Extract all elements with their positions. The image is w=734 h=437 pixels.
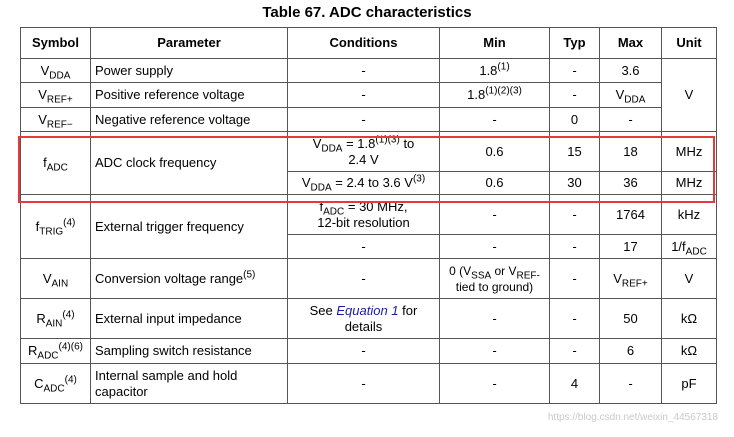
unit-cell: V — [661, 58, 717, 132]
conditions-cell: - — [287, 234, 440, 259]
header-typ: Typ — [549, 27, 600, 59]
typ-cell: - — [549, 234, 600, 259]
min-cell: - — [439, 107, 550, 132]
table-title: Table 67. ADC characteristics — [262, 4, 472, 21]
header-conditions: Conditions — [287, 27, 440, 59]
typ-cell: - — [549, 258, 600, 299]
max-cell: VDDA — [599, 82, 662, 108]
symbol-cell: VREF− — [20, 107, 91, 132]
header-parameter: Parameter — [90, 27, 288, 59]
table-row: RADC(4)(6) Sampling switch resistance - … — [20, 338, 717, 364]
symbol-cell: fTRIG(4) — [20, 194, 91, 259]
table-row: RAIN(4) External input impedance See Equ… — [20, 298, 717, 339]
typ-cell: - — [549, 298, 600, 339]
table-row: fTRIG(4) External trigger frequency fADC… — [20, 194, 717, 259]
table-row: VAIN Conversion voltage range(5) - 0 (VS… — [20, 258, 717, 299]
symbol-cell: VAIN — [20, 258, 91, 299]
parameter-cell: Positive reference voltage — [90, 82, 288, 108]
parameter-cell: Sampling switch resistance — [90, 338, 288, 364]
max-cell: - — [599, 107, 662, 132]
max-cell: 18 — [599, 131, 662, 172]
conditions-cell: - — [287, 363, 440, 404]
max-cell: 50 — [599, 298, 662, 339]
min-cell: - — [439, 194, 550, 235]
typ-cell: - — [549, 194, 600, 235]
parameter-cell: Power supply — [90, 58, 288, 83]
conditions-cell: - — [287, 338, 440, 364]
watermark: https://blog.csdn.net/weixin_44567318 — [547, 412, 718, 423]
conditions-cell: fADC = 30 MHz, 12-bit resolution — [287, 194, 440, 235]
typ-cell: 15 — [549, 131, 600, 172]
conditions-cell: - — [287, 82, 440, 108]
typ-cell: 30 — [549, 171, 600, 195]
conditions-cell: - — [287, 58, 440, 83]
table-row: VDDA Power supply - 1.8(1) - 3.6 V — [20, 58, 717, 132]
max-cell: VREF+ — [599, 258, 662, 299]
min-cell: - — [439, 234, 550, 259]
conditions-cell: See Equation 1 for details — [287, 298, 440, 339]
min-cell: - — [439, 298, 550, 339]
table-row: VREF+ Positive reference voltage - 1.8(1… — [20, 82, 717, 108]
header-max: Max — [599, 27, 662, 59]
conditions-cell: - — [287, 258, 440, 299]
table-row: VREF− Negative reference voltage - - 0 - — [20, 107, 717, 132]
symbol-cell: RAIN(4) — [20, 298, 91, 339]
symbol-cell: fADC — [20, 131, 91, 195]
unit-cell: MHz — [661, 171, 717, 195]
min-cell: - — [439, 338, 550, 364]
equation-1-link[interactable]: Equation 1 — [336, 302, 399, 318]
table-row: CADC(4) Internal sample and hold capacito… — [20, 363, 717, 404]
typ-cell: 0 — [549, 107, 600, 132]
max-cell: - — [599, 363, 662, 404]
header-symbol: Symbol — [20, 27, 91, 59]
unit-cell: V — [661, 258, 717, 299]
conditions-cell: - — [287, 107, 440, 132]
min-cell: 0.6 — [439, 171, 550, 195]
symbol-cell: VREF+ — [20, 82, 91, 108]
header-unit: Unit — [661, 27, 717, 59]
min-cell: - — [439, 363, 550, 404]
header-row: Symbol Parameter Conditions Min Typ Max … — [20, 27, 717, 59]
unit-cell: 1/fADC — [661, 234, 717, 259]
symbol-cell: RADC(4)(6) — [20, 338, 91, 364]
unit-cell: kHz — [661, 194, 717, 235]
min-cell: 1.8(1)(2)(3) — [439, 82, 550, 108]
typ-cell: 4 — [549, 363, 600, 404]
max-cell: 17 — [599, 234, 662, 259]
parameter-cell: Negative reference voltage — [90, 107, 288, 132]
unit-cell: kΩ — [661, 298, 717, 339]
table-row: fADC ADC clock frequency VDDA = 1.8(1)(3… — [20, 131, 717, 195]
unit-cell: pF — [661, 363, 717, 404]
header-min: Min — [439, 27, 550, 59]
symbol-cell: CADC(4) — [20, 363, 91, 404]
conditions-cell: VDDA = 1.8(1)(3) to 2.4 V — [287, 131, 440, 172]
conditions-cell: VDDA = 2.4 to 3.6 V(3) — [287, 171, 440, 195]
min-cell: 0 (VSSA or VREF-tied to ground) — [439, 258, 550, 299]
parameter-cell: External input impedance — [90, 298, 288, 339]
max-cell: 6 — [599, 338, 662, 364]
symbol-cell: VDDA — [20, 58, 91, 83]
max-cell: 3.6 — [599, 58, 662, 83]
table-row: - - - 17 1/fADC — [21, 234, 717, 259]
parameter-cell: External trigger frequency — [90, 194, 288, 259]
parameter-cell: ADC clock frequency — [90, 131, 288, 195]
parameter-cell: Internal sample and hold capacitor — [90, 363, 288, 404]
adc-characteristics-table: Symbol Parameter Conditions Min Typ Max … — [20, 27, 717, 404]
typ-cell: - — [549, 58, 600, 83]
min-cell: 0.6 — [439, 131, 550, 172]
unit-cell: MHz — [661, 131, 717, 172]
unit-cell: kΩ — [661, 338, 717, 364]
max-cell: 1764 — [599, 194, 662, 235]
typ-cell: - — [549, 338, 600, 364]
parameter-cell: Conversion voltage range(5) — [90, 258, 288, 299]
max-cell: 36 — [599, 171, 662, 195]
min-cell: 1.8(1) — [439, 58, 550, 83]
typ-cell: - — [549, 82, 600, 108]
